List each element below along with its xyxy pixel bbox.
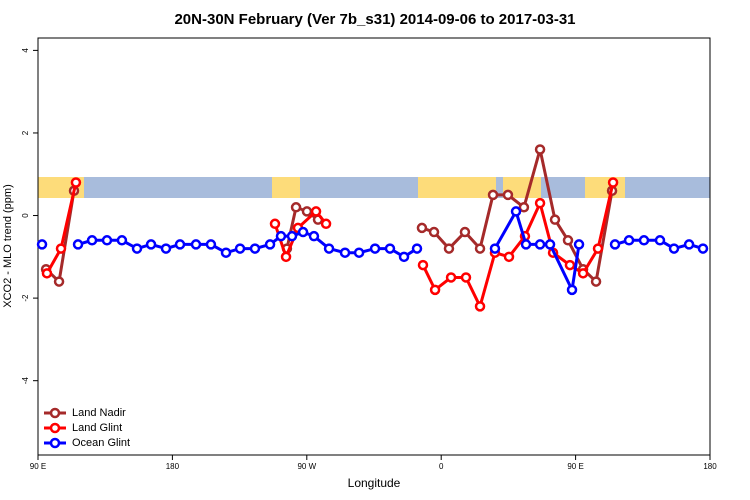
point xyxy=(520,239,532,250)
point xyxy=(145,239,157,250)
point xyxy=(697,243,709,254)
point xyxy=(518,202,530,213)
point xyxy=(607,177,619,188)
point xyxy=(116,235,128,246)
point xyxy=(286,230,298,242)
point xyxy=(443,243,455,254)
point xyxy=(384,243,396,254)
legend-marker xyxy=(49,437,61,449)
point xyxy=(53,276,65,287)
x-axis-label: Longitude xyxy=(348,476,401,490)
point xyxy=(55,243,67,254)
point xyxy=(503,251,515,263)
point xyxy=(460,272,472,283)
y-axis-label: XCO2 - MLO trend (ppm) xyxy=(2,184,14,307)
point xyxy=(638,235,650,246)
land xyxy=(585,177,625,198)
x-tick-label: 0 xyxy=(439,462,444,471)
point xyxy=(320,218,332,230)
point xyxy=(205,239,217,250)
legend-label: Land Nadir xyxy=(72,407,126,419)
point xyxy=(131,243,143,254)
point xyxy=(459,226,471,238)
point xyxy=(487,189,499,201)
point xyxy=(573,239,585,250)
land xyxy=(272,177,300,198)
point xyxy=(398,251,410,263)
point xyxy=(534,144,546,155)
point xyxy=(549,214,561,225)
point xyxy=(275,230,287,242)
point xyxy=(297,226,309,238)
point xyxy=(577,268,589,279)
point xyxy=(36,239,48,250)
land xyxy=(418,177,496,198)
point xyxy=(544,239,556,250)
point xyxy=(489,243,501,254)
point xyxy=(534,239,546,250)
y-tick-label: 0 xyxy=(21,213,30,218)
y-tick-label: -4 xyxy=(21,377,30,385)
point xyxy=(654,235,666,246)
y-tick-label: -2 xyxy=(21,294,30,302)
point xyxy=(41,268,53,279)
point xyxy=(562,235,574,246)
point xyxy=(323,243,335,254)
point xyxy=(70,177,82,188)
point xyxy=(564,259,576,271)
legend-marker xyxy=(49,422,61,434)
point xyxy=(416,222,428,234)
point xyxy=(411,243,423,254)
y-tick-label: 4 xyxy=(21,48,30,53)
point xyxy=(174,239,186,250)
point xyxy=(502,189,514,201)
point xyxy=(234,243,246,254)
point xyxy=(310,206,322,217)
legend-label: Land Glint xyxy=(72,422,122,434)
point xyxy=(609,239,621,250)
point xyxy=(101,235,113,246)
point xyxy=(269,218,281,230)
legend-label: Ocean Glint xyxy=(72,437,130,449)
point xyxy=(474,243,486,254)
point xyxy=(353,247,365,258)
point xyxy=(301,206,313,217)
point xyxy=(290,202,302,213)
point xyxy=(308,230,320,242)
point xyxy=(683,239,695,250)
point xyxy=(445,272,457,283)
ocean xyxy=(38,177,710,198)
point xyxy=(474,301,486,312)
point xyxy=(417,259,429,271)
x-tick-label: 90 W xyxy=(297,462,316,471)
point xyxy=(280,251,292,263)
point xyxy=(339,247,351,258)
legend-marker xyxy=(49,407,61,419)
x-tick-label: 90 E xyxy=(30,462,46,471)
point xyxy=(510,206,522,217)
point xyxy=(160,243,172,254)
x-tick-label: 180 xyxy=(166,462,180,471)
point xyxy=(86,235,98,246)
point xyxy=(428,226,440,238)
point xyxy=(592,243,604,254)
point xyxy=(668,243,680,254)
point xyxy=(220,247,232,258)
point xyxy=(249,243,261,254)
chart-title: 20N-30N February (Ver 7b_s31) 2014-09-06… xyxy=(174,11,575,28)
point xyxy=(429,284,441,296)
point xyxy=(534,197,546,209)
map-strip xyxy=(38,177,710,198)
x-tick-label: 180 xyxy=(703,462,717,471)
point xyxy=(566,284,578,296)
point xyxy=(264,239,276,250)
point xyxy=(369,243,381,254)
x-tick-label: 90 E xyxy=(567,462,583,471)
y-tick-label: 2 xyxy=(21,130,30,135)
point xyxy=(590,276,602,287)
point xyxy=(190,239,202,250)
point xyxy=(72,239,84,250)
point xyxy=(623,235,635,246)
